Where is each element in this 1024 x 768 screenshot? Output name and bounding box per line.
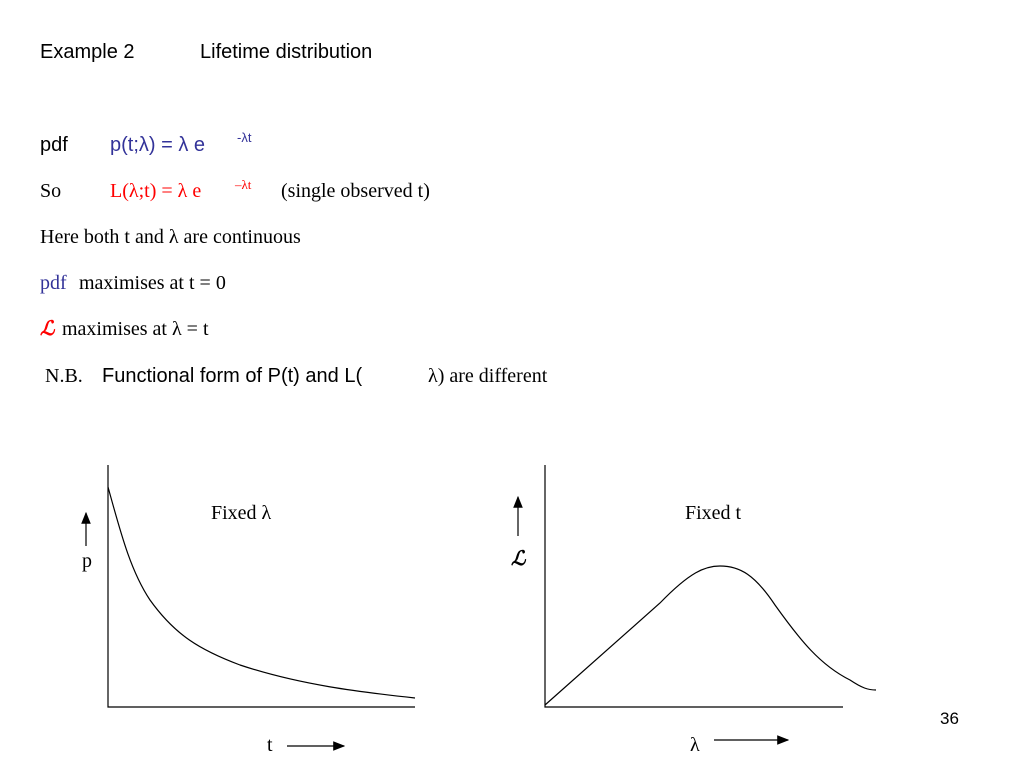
formula: p(t;λ) = λ e	[110, 134, 205, 156]
title: Example 2	[40, 41, 135, 63]
text-line: Here both t and λ are continuous	[40, 226, 301, 248]
label: pdf	[40, 134, 68, 156]
label: So	[40, 180, 61, 202]
curve	[544, 565, 877, 706]
x-label: λ	[690, 734, 700, 756]
label: N.B.	[45, 365, 83, 387]
formula: L(λ;t) = λ e	[110, 180, 201, 202]
label: ℒ	[40, 318, 56, 340]
axes	[107, 465, 415, 708]
y-label: ℒ	[511, 548, 527, 570]
axes	[544, 465, 843, 708]
exponent: -λt	[237, 130, 252, 145]
exponent: –λt	[234, 177, 252, 192]
plot-caption: Fixed λ	[211, 502, 272, 524]
y-label: p	[82, 550, 92, 572]
curve	[107, 486, 416, 699]
plot-caption: Fixed t	[685, 502, 742, 524]
text-line: Functional form of P(t) and L(	[102, 365, 362, 387]
text-line: maximises at t = 0	[79, 272, 226, 294]
text-tail: λ) are different	[428, 365, 548, 387]
subtitle: Lifetime distribution	[200, 41, 372, 63]
label: pdf	[40, 272, 67, 294]
text-line: maximises at λ = t	[62, 318, 209, 340]
x-label: t	[267, 734, 273, 756]
page-number: 36	[940, 709, 959, 728]
note: (single observed t)	[281, 180, 430, 202]
